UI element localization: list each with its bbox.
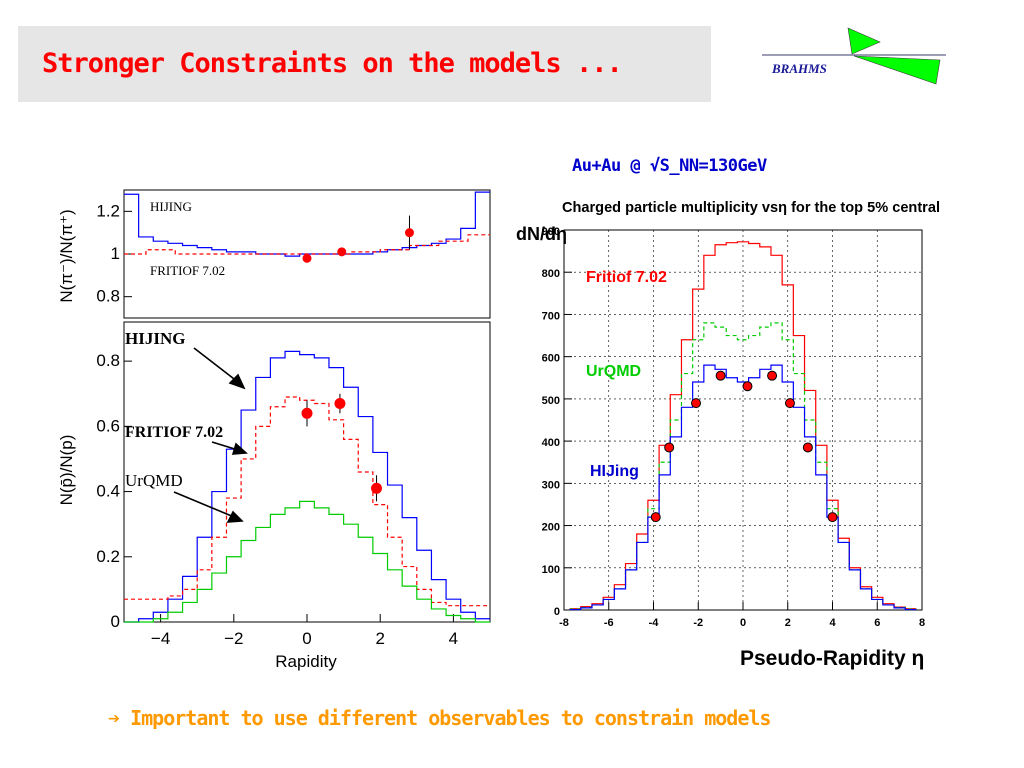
p2-ytick-label: 900 [542,226,560,238]
antiproton-ratio-chart: N(p̄)/N(p) 0.8 0.6 0.4 0.2 0 −4 −2 0 2 4 Rapidit… [57,321,491,671]
p2-data-point [742,381,753,392]
p2-xtick-label: -2 [693,617,703,629]
p2-xtick-label: 6 [874,617,880,629]
p0-ytick-label: 1 [111,244,120,263]
p2-ytick-label: 800 [542,268,560,280]
p2-series-fritiof-7-02 [569,241,917,610]
collision-header: Au+Au @ √S_NN=130GeV [572,156,767,176]
p1-data-point [301,407,313,419]
p0-data-point [337,247,347,257]
p1-xtick-label: 2 [375,629,384,648]
multiplicity-label-urqmd: UrQMD [586,363,641,380]
title-banner: Stronger Constraints on the models ... [18,26,711,102]
p2-ytick-label: 700 [542,310,560,322]
logo-green-wedge-bottom [853,55,941,85]
p2-data-point [715,370,726,381]
logo-green-wedge-top [847,27,881,55]
p1-series-hijing [124,350,490,623]
p0-data-point [302,253,312,263]
multiplicity-chart: Charged particle multiplicity vsη for th… [516,199,940,670]
p1-ytick-label: 0.6 [96,416,120,435]
p2-data-point [802,442,813,453]
arrowhead-hijing [228,373,246,390]
p2-ytick-label: 400 [542,437,560,449]
p2-xtick-label: 8 [919,617,925,629]
p1-ytick-label: 0.4 [96,482,120,501]
p1-series-urqmd [124,500,490,623]
arrow-hijing [193,347,239,383]
multiplicity-title: Charged particle multiplicity vsη for th… [562,199,940,216]
p2-ytick-label: 0 [554,606,560,618]
p2-ytick-label: 600 [542,353,560,365]
annotation-arrows [173,347,248,523]
p0-series-hijing [124,191,490,257]
pion-ratio-chart: N(π⁻)/N(π⁺) 1.2 1 0.8 HIJING FRITIOF 7.02 [57,189,491,319]
p1-xtick-label: 0 [302,629,311,648]
p2-ytick-label: 100 [542,564,560,576]
p2-xtick-label: -8 [559,617,569,629]
p0-data-point [404,228,414,238]
multiplicity-label-hijing: HIJing [590,463,639,480]
antiproton-label-fritiof: FRITIOF 7.02 [125,424,223,441]
antiproton-label-urqmd: UrQMD [125,471,183,490]
p2-data-point [827,512,838,523]
footer-text: Important to use different observables t… [130,706,771,730]
p2-xtick-label: -4 [649,617,660,629]
p1-ytick-label: 0.2 [96,547,120,566]
footer-note: ➔ Important to use different observables… [108,706,771,730]
arrowhead-fritiof [231,442,248,455]
p2-ytick-label: 500 [542,395,560,407]
p2-data-point [767,370,778,381]
pion-ratio-label-fritiof: FRITIOF 7.02 [150,263,225,278]
multiplicity-xlabel: Pseudo-Rapidity η [740,647,924,670]
p1-xtick-label: −4 [151,629,170,648]
pion-ratio-label-hijing: HIJING [150,199,192,214]
antiproton-label-hijing: HIJING [125,329,185,348]
p2-xtick-label: 4 [829,617,836,629]
p2-ytick-label: 300 [542,479,560,491]
p2-data-point [784,398,795,409]
p1-xtick-label: 4 [449,629,458,648]
arrowhead-urqmd [226,510,244,523]
p2-xtick-label: -6 [604,617,614,629]
slide-title: Stronger Constraints on the models ... [42,48,623,79]
antiproton-ratio-ylabel: N(p̄)/N(p) [57,435,76,506]
p2-data-point [691,398,702,409]
p1-data-point [371,482,383,494]
collision-header-text: Au+Au @ √S_NN=130GeV [572,156,767,176]
arrow-urqmd [173,491,235,518]
p1-ytick-label: 0.8 [96,351,120,370]
pion-ratio-ylabel: N(π⁻)/N(π⁺) [57,209,76,302]
p0-series-fritiof-7-02 [124,234,490,255]
p2-series-hijing [569,364,917,611]
arrow-right-icon: ➔ [108,706,120,730]
logo-text: BRAHMS [771,61,827,76]
multiplicity-label-fritiof: Fritiof 7.02 [586,269,667,286]
antiproton-ratio-xlabel: Rapidity [275,652,337,671]
arrow-fritiof [211,441,239,451]
p2-data-point [664,442,675,453]
p0-ytick-label: 0.8 [96,287,120,306]
p0-ytick-label: 1.2 [96,201,120,220]
p1-data-point [334,398,346,410]
p2-data-point [650,512,661,523]
brahms-logo: BRAHMS [762,27,946,85]
multiplicity-ylabel: dN/dη [516,224,567,244]
p1-ytick-label: 0 [111,612,120,631]
p2-ytick-label: 200 [542,522,560,534]
p2-xtick-label: 2 [785,617,791,629]
p1-xtick-label: −2 [224,629,243,648]
p2-xtick-label: 0 [740,617,746,629]
